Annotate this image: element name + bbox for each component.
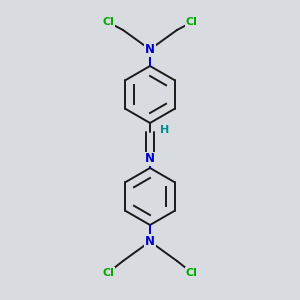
Text: H: H	[160, 125, 169, 136]
Text: Cl: Cl	[186, 268, 198, 278]
Text: Cl: Cl	[186, 17, 198, 27]
Text: N: N	[145, 152, 155, 166]
Text: Cl: Cl	[102, 268, 114, 278]
Text: N: N	[145, 43, 155, 56]
Text: N: N	[145, 235, 155, 248]
Text: Cl: Cl	[102, 17, 114, 27]
